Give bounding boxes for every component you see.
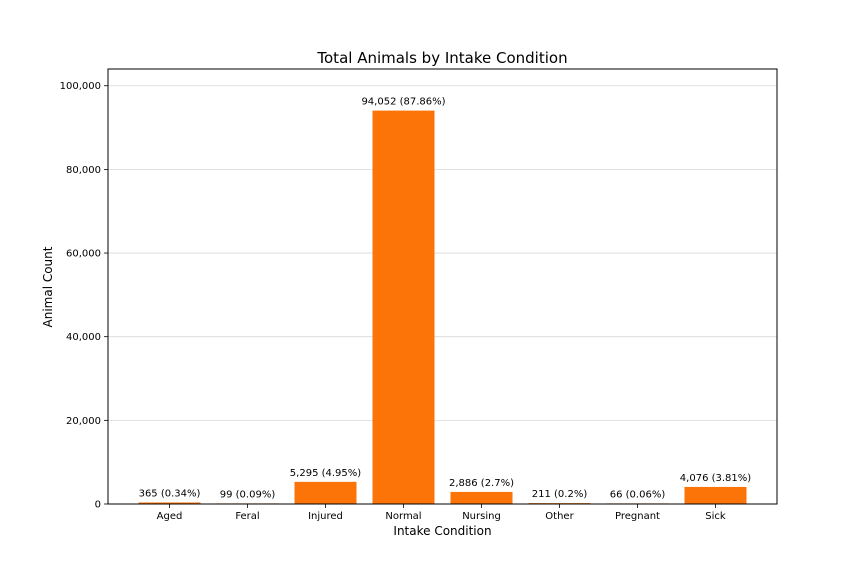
x-tick-label: Normal [385,511,421,522]
data-label: 2,886 (2.7%) [449,478,514,489]
x-tick-label: Nursing [462,511,501,522]
x-tick-label: Sick [705,511,726,522]
y-axis-label: Animal Count [41,246,55,327]
y-tick-label: 40,000 [66,332,101,343]
bar-injured [294,481,357,504]
bar-normal [372,110,435,504]
x-tick-label: Aged [157,511,183,522]
data-label: 66 (0.06%) [610,489,666,500]
bar-nursing [450,491,513,504]
data-label: 4,076 (3.81%) [680,473,751,484]
data-labels: 365 (0.34%) 99 (0.09%) 5,295 (4.95%) 94,052… [139,97,752,501]
bars [138,110,747,504]
y-tick-label: 60,000 [66,249,101,260]
y-axis-ticks: 0 20,000 40,000 60,000 80,000 100,000 [60,81,108,511]
data-label: 94,052 (87.86%) [361,97,445,108]
data-label: 5,295 (4.95%) [290,468,361,479]
bar-aged [138,502,201,504]
y-tick-label: 0 [95,500,101,511]
x-tick-label: Other [545,511,574,522]
data-label: 99 (0.09%) [220,489,276,500]
data-label: 365 (0.34%) [139,488,201,499]
plot-frame [107,68,778,505]
y-tick-label: 20,000 [66,416,101,427]
x-tick-label: Pregnant [615,511,660,522]
chart-title: Total Animals by Intake Condition [316,49,567,67]
data-label: 211 (0.2%) [532,489,588,500]
bar-sick [684,486,747,504]
x-axis-ticks: Aged Feral Injured Normal Nursing Other Pregna… [157,504,726,522]
y-tick-label: 100,000 [60,81,101,92]
x-tick-label: Injured [308,511,343,522]
x-axis-label: Intake Condition [393,524,491,538]
y-tick-label: 80,000 [66,165,101,176]
x-tick-label: Feral [235,511,259,522]
